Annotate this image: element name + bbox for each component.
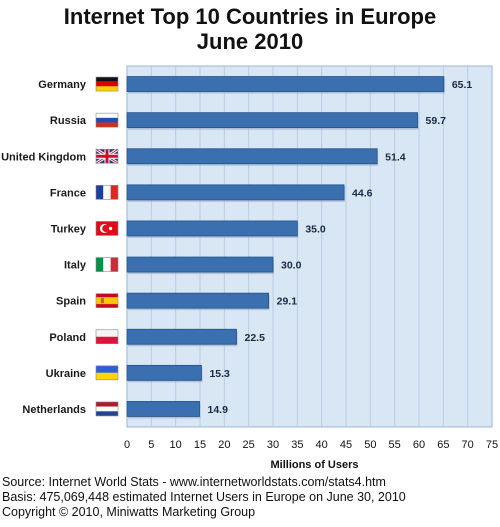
value-label: 35.0 xyxy=(305,223,326,235)
x-tick-label: 30 xyxy=(267,439,279,451)
chart-title-line-2: June 2010 xyxy=(196,29,304,54)
category-label: United Kingdom xyxy=(1,151,86,163)
bar-turkey xyxy=(126,220,298,237)
bar-chart: 0 5 10 15 20 25 30 35 40 45 50 55 60 65 70 75 Millions o… xyxy=(1,65,498,471)
bar-russia xyxy=(126,112,418,129)
germany-flag-icon xyxy=(95,76,119,92)
value-label: 22.5 xyxy=(245,332,266,344)
category-label: France xyxy=(50,187,86,199)
value-label: 29.1 xyxy=(277,296,298,308)
bar-netherlands xyxy=(126,401,200,417)
category-label: Italy xyxy=(64,260,87,272)
value-label: 65.1 xyxy=(452,79,473,91)
x-tick-label: 65 xyxy=(437,439,449,451)
italy-flag-icon xyxy=(95,257,119,272)
copyright-note: Copyright © 2010, Miniwatts Marketing Gr… xyxy=(2,505,256,519)
x-tick-label: 40 xyxy=(316,439,328,451)
bar-france xyxy=(126,184,345,201)
bar-poland xyxy=(126,328,237,345)
category-label: Russia xyxy=(50,115,87,127)
chart-title-line-1: Internet Top 10 Countries in Europe xyxy=(63,4,437,29)
value-label: 30.0 xyxy=(281,260,302,272)
value-label: 59.7 xyxy=(426,115,447,127)
turkey-flag-icon xyxy=(95,221,119,236)
x-tick-label: 70 xyxy=(462,439,474,451)
russia-flag-icon xyxy=(95,112,119,128)
basis-note: Basis: 475,069,448 estimated Internet Us… xyxy=(2,490,406,504)
category-label: Ukraine xyxy=(46,368,86,380)
bar-germany xyxy=(126,76,445,92)
x-tick-label: 35 xyxy=(291,439,303,451)
source-note: Source: Internet World Stats - www.inter… xyxy=(2,475,386,489)
category-label: Germany xyxy=(38,79,87,91)
x-tick-label: 75 xyxy=(486,439,498,451)
category-label: Netherlands xyxy=(22,404,86,416)
value-label: 51.4 xyxy=(385,151,406,163)
value-label: 44.6 xyxy=(352,187,373,199)
uk-flag-icon xyxy=(95,147,119,165)
bar-italy xyxy=(126,256,274,273)
category-label: Turkey xyxy=(51,223,87,235)
netherlands-flag-icon xyxy=(95,401,119,417)
x-axis-title: Millions of Users xyxy=(270,459,358,471)
x-tick-label: 55 xyxy=(389,439,401,451)
ukraine-flag-icon xyxy=(95,365,119,381)
category-label: Spain xyxy=(56,296,86,308)
x-tick-label: 10 xyxy=(170,439,182,451)
x-tick-label: 60 xyxy=(413,439,425,451)
x-tick-label: 45 xyxy=(340,439,352,451)
bar-united-kingdom xyxy=(126,148,378,165)
x-tick-label: 25 xyxy=(243,439,255,451)
x-tick-label: 5 xyxy=(148,439,154,451)
value-label: 14.9 xyxy=(208,404,229,416)
x-tick-label: 15 xyxy=(194,439,206,451)
x-tick-label: 50 xyxy=(364,439,376,451)
value-label: 15.3 xyxy=(209,368,230,380)
x-tick-label: 20 xyxy=(218,439,230,451)
spain-flag-icon xyxy=(95,293,119,308)
x-tick-label: 0 xyxy=(124,439,130,451)
france-flag-icon xyxy=(95,185,119,200)
bar-ukraine xyxy=(126,364,202,381)
bar-spain xyxy=(126,292,270,309)
poland-flag-icon xyxy=(95,329,119,345)
category-label: Poland xyxy=(49,332,86,344)
